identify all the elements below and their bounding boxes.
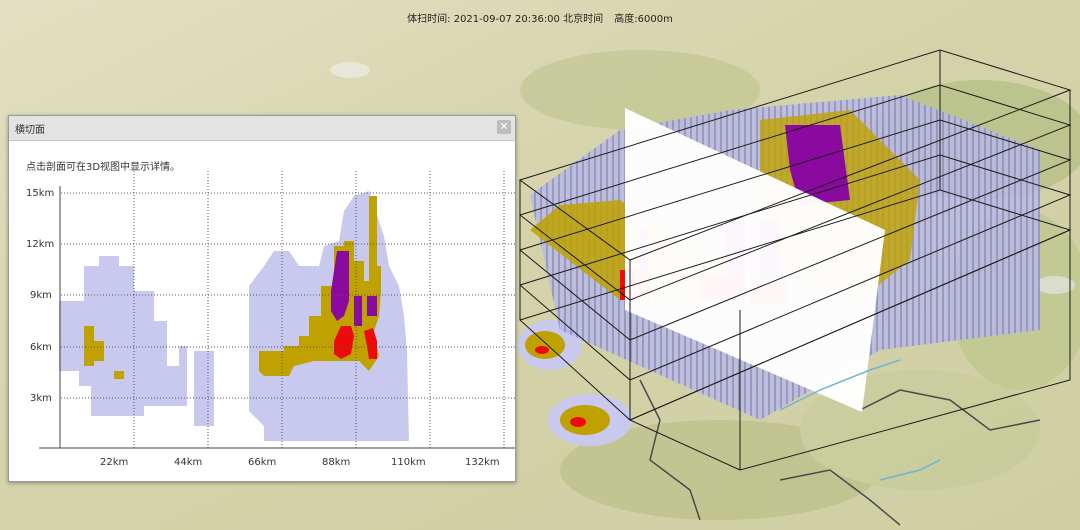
x-tick-88km: 88km (322, 457, 350, 468)
cross-section-plane[interactable] (625, 108, 885, 412)
grid-box (518, 49, 1072, 471)
echo-red-layer (334, 326, 377, 359)
y-tick-9km: 9km (30, 290, 52, 301)
x-tick-22km: 22km (100, 457, 128, 468)
echo-purple-layer (331, 251, 377, 326)
rivers (779, 359, 941, 481)
x-tick-labels: 22km 44km 66km 88km 110km 132km (100, 457, 500, 468)
close-icon[interactable]: ✕ (497, 120, 511, 134)
profile-gridlines (61, 171, 515, 448)
y-tick-labels: 15km 12km 9km 6km 3km (26, 188, 54, 404)
x-tick-66km: 66km (248, 457, 276, 468)
x-tick-132km: 132km (465, 457, 500, 468)
y-tick-6km: 6km (30, 342, 52, 353)
panel-hint: 点击剖面可在3D视图中显示详情。 (26, 162, 181, 173)
scan-time-label: 体扫时间: 2021-09-07 20:36:00 北京时间 (407, 14, 604, 25)
profile-axes (39, 186, 515, 449)
panel-header[interactable]: 横切面 ✕ (9, 116, 515, 141)
scan-info-bar: 体扫时间: 2021-09-07 20:36:00 北京时间 高度:6000m (0, 10, 1080, 25)
y-tick-15km: 15km (26, 188, 54, 199)
x-tick-110km: 110km (391, 457, 426, 468)
vertical-profile-chart[interactable]: 15km 12km 9km 6km 3km 22km 44km 66km 88k… (9, 116, 515, 481)
altitude-label: 高度:6000m (614, 14, 673, 25)
y-tick-3km: 3km (30, 393, 52, 404)
cross-section-panel: 横切面 ✕ 点击剖面可在3D视图中显示详情。 (8, 115, 516, 482)
y-tick-12km: 12km (26, 239, 54, 250)
province-borders (639, 379, 1041, 526)
panel-title: 横切面 (15, 125, 45, 136)
x-tick-44km: 44km (174, 457, 202, 468)
